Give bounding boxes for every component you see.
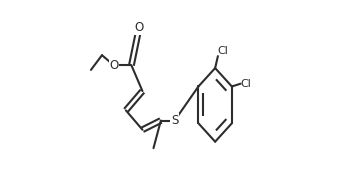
Text: O: O (109, 59, 119, 72)
Text: Cl: Cl (241, 79, 251, 89)
Text: S: S (171, 114, 178, 127)
Text: Cl: Cl (217, 46, 228, 56)
Text: O: O (134, 21, 143, 34)
